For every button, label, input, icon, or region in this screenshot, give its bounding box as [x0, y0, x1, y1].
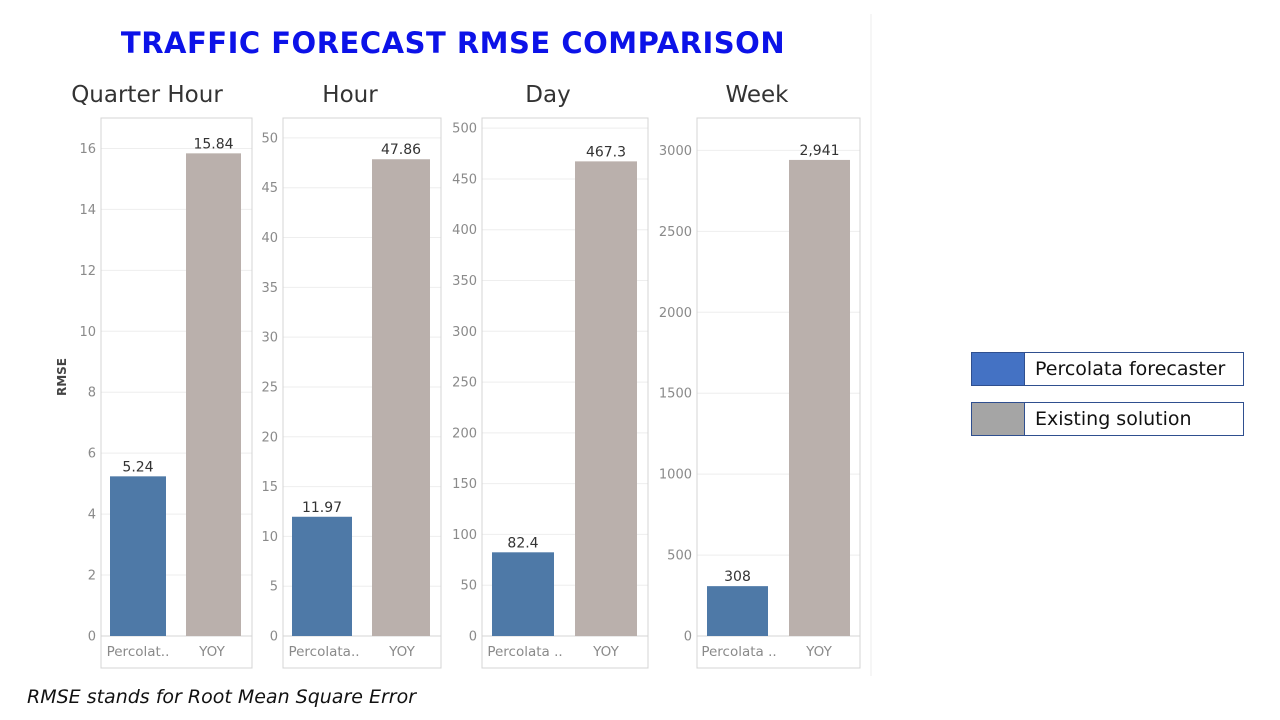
y-tick-label: 14 [79, 203, 96, 218]
panel-title-0: Quarter Hour [71, 82, 223, 108]
y-tick-label: 3000 [659, 144, 692, 159]
x-category-label: Percolata.. [288, 644, 359, 660]
y-tick-label: 8 [88, 386, 96, 401]
legend-item-percolata: Percolata forecaster [971, 352, 1244, 386]
chart-title: TRAFFIC FORECAST RMSE COMPARISON [120, 26, 786, 60]
x-category-label: YOY [388, 644, 415, 660]
y-axis-label: RMSE [55, 358, 69, 396]
footnote: RMSE stands for Root Mean Square Error [27, 686, 417, 708]
y-tick-label: 2 [88, 569, 96, 584]
y-tick-label: 2000 [659, 306, 692, 321]
x-category-label: Percolata .. [701, 644, 776, 660]
panel-title-3: Week [725, 82, 789, 108]
y-tick-label: 6 [88, 447, 96, 462]
y-tick-label: 0 [270, 630, 278, 645]
legend-item-existing: Existing solution [971, 402, 1244, 436]
panel-frame [282, 117, 442, 669]
y-tick-label: 16 [79, 142, 96, 157]
y-tick-label: 450 [452, 172, 477, 187]
data-label: 2,941 [799, 143, 839, 159]
bar-percolata [110, 476, 166, 636]
y-tick-label: 50 [261, 131, 278, 146]
y-tick-label: 0 [469, 630, 477, 645]
y-tick-label: 15 [261, 480, 278, 495]
y-tick-label: 0 [88, 630, 96, 645]
y-tick-label: 45 [261, 181, 278, 196]
y-tick-label: 250 [452, 376, 477, 391]
y-tick-label: 300 [452, 325, 477, 340]
panel-frame [696, 117, 861, 669]
legend-swatch-percolata [972, 353, 1025, 385]
y-tick-label: 30 [261, 331, 278, 346]
y-tick-label: 100 [452, 528, 477, 543]
panel-title-2: Day [525, 82, 570, 108]
y-tick-label: 5 [270, 580, 278, 595]
y-tick-label: 500 [667, 549, 692, 564]
legend-label-existing: Existing solution [1035, 408, 1192, 430]
bar-yoy [575, 161, 637, 636]
y-tick-label: 35 [261, 281, 278, 296]
data-label: 11.97 [302, 500, 342, 516]
bar-yoy [186, 153, 241, 636]
bar-percolata [492, 552, 554, 636]
y-tick-label: 150 [452, 477, 477, 492]
bar-yoy [789, 159, 850, 636]
y-tick-label: 500 [452, 122, 477, 137]
y-tick-label: 40 [261, 231, 278, 246]
y-tick-label: 4 [88, 508, 96, 523]
y-tick-label: 2500 [659, 225, 692, 240]
legend-label-percolata: Percolata forecaster [1035, 358, 1226, 380]
data-label: 5.24 [122, 459, 153, 475]
chart-area: Quarter Hour 0 2 4 6 8 10 12 14 16 5.24 Percolat.. 1… [55, 14, 872, 676]
y-tick-label: 50 [460, 579, 477, 594]
panel-title-1: Hour [322, 82, 378, 108]
y-tick-label: 400 [452, 223, 477, 238]
y-tick-label: 1500 [659, 387, 692, 402]
x-category-label: YOY [805, 644, 832, 660]
data-label: 308 [724, 569, 751, 585]
data-label: 467.3 [586, 144, 626, 160]
bar-percolata [707, 586, 768, 636]
panel-frame [481, 117, 649, 669]
bar-percolata [292, 516, 352, 636]
x-category-label: YOY [198, 644, 225, 660]
legend-swatch-existing [972, 403, 1025, 435]
data-label: 82.4 [507, 535, 538, 551]
y-tick-label: 20 [261, 430, 278, 445]
x-category-label: Percolata .. [487, 644, 562, 660]
bar-yoy [372, 159, 430, 636]
panel-frame [100, 117, 253, 669]
y-tick-label: 350 [452, 274, 477, 289]
y-tick-label: 200 [452, 426, 477, 441]
y-tick-label: 10 [79, 325, 96, 340]
y-tick-label: 1000 [659, 468, 692, 483]
y-tick-label: 10 [261, 530, 278, 545]
x-category-label: Percolat.. [107, 644, 170, 660]
y-tick-label: 12 [79, 264, 96, 279]
x-category-label: YOY [592, 644, 619, 660]
data-label: 15.84 [193, 136, 233, 152]
y-tick-label: 25 [261, 380, 278, 395]
y-tick-label: 0 [684, 630, 692, 645]
data-label: 47.86 [381, 142, 421, 158]
